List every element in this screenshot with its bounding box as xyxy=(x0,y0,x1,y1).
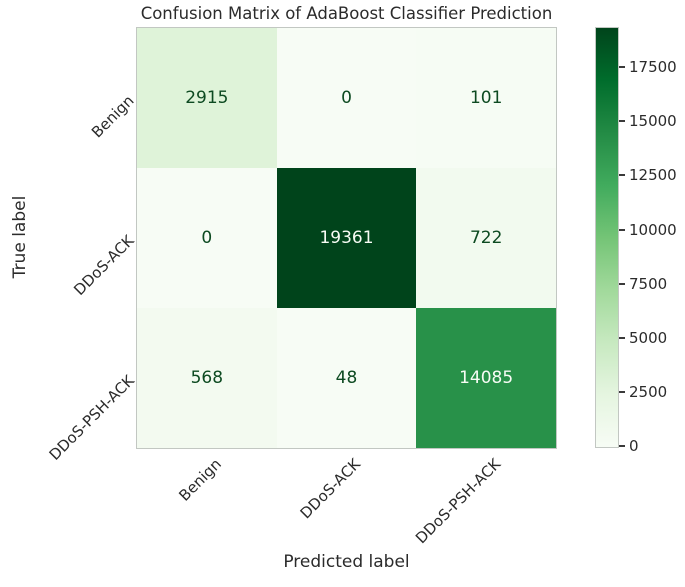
y-tick-DDoS-PSH-ACK: DDoS-PSH-ACK xyxy=(45,371,138,464)
heatmap-cell-Benign-DDoS-ACK: 0 xyxy=(276,28,417,168)
heatmap-cell-DDoS-PSH-ACK-Benign: 568 xyxy=(137,308,277,448)
colorbar-tick-mark xyxy=(619,120,625,123)
heatmap-cell-Benign-Benign: 2915 xyxy=(137,28,277,168)
y-tick-Benign: Benign xyxy=(87,91,138,142)
colorbar-tick-label: 0 xyxy=(629,437,639,455)
heatmap-cell-DDoS-ACK-DDoS-ACK: 19361 xyxy=(276,168,417,308)
x-tick-DDoS-PSH-ACK: DDoS-PSH-ACK xyxy=(411,455,504,548)
colorbar-tick-label: 12500 xyxy=(629,166,677,185)
colorbar-tick-label: 2500 xyxy=(629,382,668,401)
colorbar-tick-label: 17500 xyxy=(629,58,677,77)
colorbar-tick-mark xyxy=(619,66,625,69)
heatmap-cell-DDoS-PSH-ACK-DDoS-PSH-ACK: 14085 xyxy=(416,308,556,448)
heatmap-cell-DDoS-ACK-Benign: 0 xyxy=(137,168,277,308)
y-axis-label: True label xyxy=(10,195,30,279)
colorbar-tick-label: 7500 xyxy=(629,274,668,293)
colorbar-tick-mark xyxy=(619,336,625,339)
x-tick-Benign: Benign xyxy=(174,455,225,505)
colorbar-tick-label: 10000 xyxy=(629,220,677,239)
chart-title: Confusion Matrix of AdaBoost Classifier … xyxy=(140,4,553,23)
x-tick-DDoS-ACK: DDoS-ACK xyxy=(296,455,365,523)
heatmap-cell-Benign-DDoS-PSH-ACK: 101 xyxy=(416,28,556,168)
x-axis-label: Predicted label xyxy=(283,552,410,572)
colorbar-tick-mark xyxy=(619,282,625,285)
colorbar-tick-mark xyxy=(619,228,625,231)
colorbar-tick-label: 15000 xyxy=(629,112,677,131)
heatmap-cell-DDoS-PSH-ACK-DDoS-ACK: 48 xyxy=(276,308,417,448)
y-tick-DDoS-ACK: DDoS-ACK xyxy=(70,231,138,299)
colorbar-tick-mark xyxy=(619,390,625,393)
colorbar-tick-label: 5000 xyxy=(629,328,668,347)
heatmap-grid: 2915 0 101 0 19361 722 568 48 14085 xyxy=(137,28,556,448)
colorbar xyxy=(595,27,619,448)
heatmap-cell-DDoS-ACK-DDoS-PSH-ACK: 722 xyxy=(416,168,556,308)
colorbar-tick-mark xyxy=(619,445,625,447)
colorbar-tick-mark xyxy=(619,174,625,177)
heatmap-plot-area: 2915 0 101 0 19361 722 568 48 14085 xyxy=(136,27,557,449)
